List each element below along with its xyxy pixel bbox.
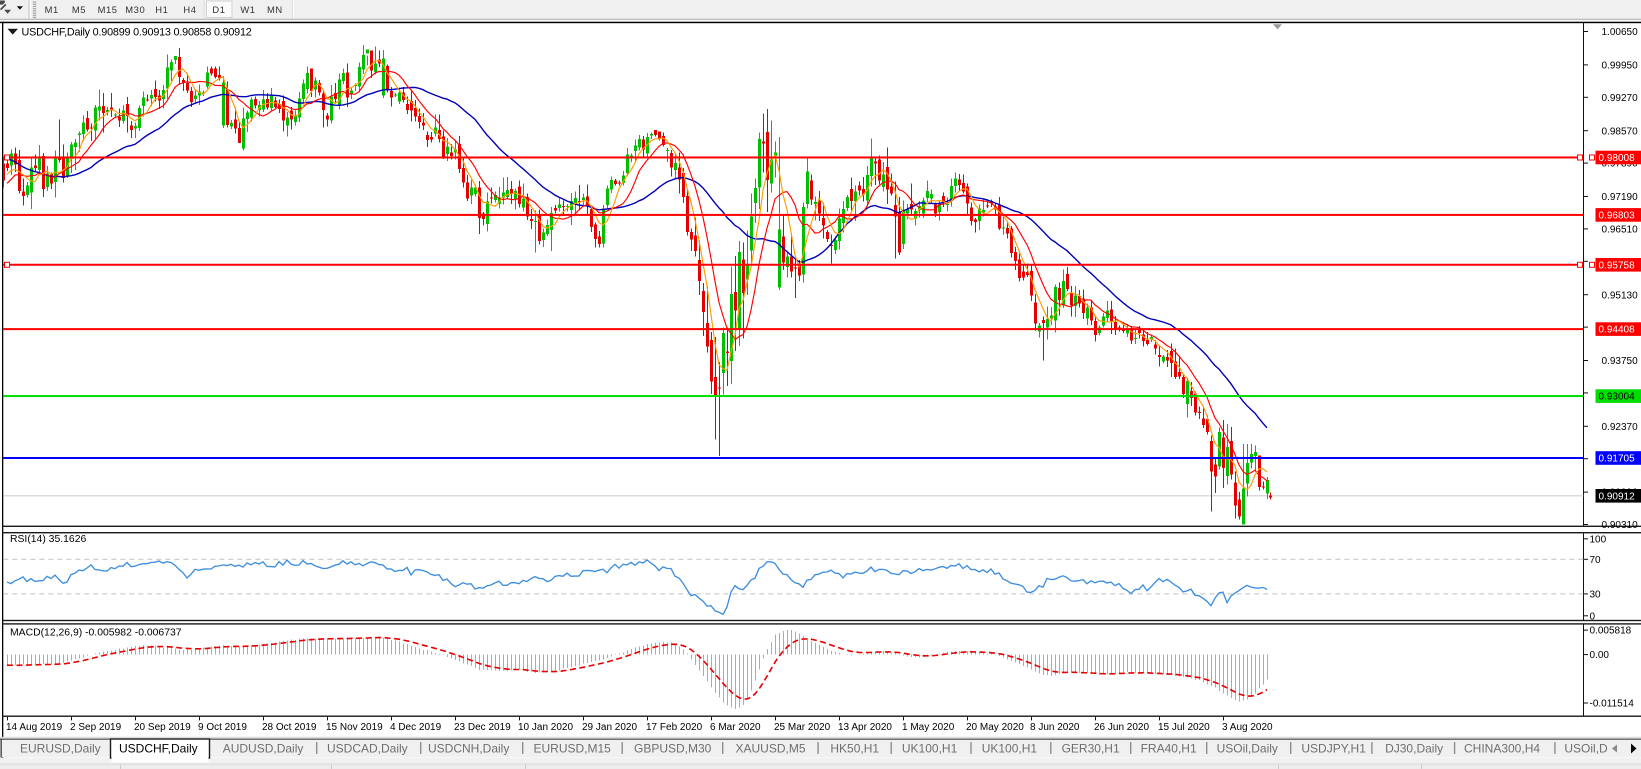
svg-text:26 Jun 2020: 26 Jun 2020 xyxy=(1094,722,1149,733)
svg-text:UK100,H1: UK100,H1 xyxy=(982,742,1038,756)
svg-text:17 Feb 2020: 17 Feb 2020 xyxy=(646,722,703,733)
svg-text:0.92370: 0.92370 xyxy=(1602,422,1639,433)
svg-text:20 Sep 2019: 20 Sep 2019 xyxy=(134,722,191,733)
svg-text:13 Apr 2020: 13 Apr 2020 xyxy=(838,722,892,733)
svg-text:M15: M15 xyxy=(98,4,118,15)
svg-text:RSI(14) 35.1626: RSI(14) 35.1626 xyxy=(10,534,86,545)
svg-text:3 Aug 2020: 3 Aug 2020 xyxy=(1222,722,1273,733)
svg-text:GBPUSD,M30: GBPUSD,M30 xyxy=(634,742,712,756)
svg-text:GER30,H1: GER30,H1 xyxy=(1062,742,1120,756)
svg-text:0.95758: 0.95758 xyxy=(1599,260,1636,271)
svg-text:USOil,Daily: USOil,Daily xyxy=(1217,742,1278,756)
svg-text:0.96803: 0.96803 xyxy=(1599,211,1636,222)
svg-text:0.005818: 0.005818 xyxy=(1590,626,1632,637)
svg-text:USDCNH,Daily: USDCNH,Daily xyxy=(428,742,509,756)
svg-text:0.94408: 0.94408 xyxy=(1599,325,1636,336)
svg-text:0: 0 xyxy=(1590,611,1596,622)
svg-text:25 Mar 2020: 25 Mar 2020 xyxy=(774,722,831,733)
svg-text:30: 30 xyxy=(1590,590,1602,601)
svg-text:8 Jun 2020: 8 Jun 2020 xyxy=(1030,722,1080,733)
svg-text:6 Mar 2020: 6 Mar 2020 xyxy=(710,722,761,733)
svg-text:FRA40,H1: FRA40,H1 xyxy=(1141,742,1197,756)
svg-text:0.98008: 0.98008 xyxy=(1599,153,1636,164)
svg-text:23 Dec 2019: 23 Dec 2019 xyxy=(454,722,511,733)
svg-text:CHINA300,H4: CHINA300,H4 xyxy=(1464,742,1540,756)
svg-text:2 Sep 2019: 2 Sep 2019 xyxy=(70,722,122,733)
svg-text:H1: H1 xyxy=(155,4,168,15)
svg-text:0.95130: 0.95130 xyxy=(1602,290,1639,301)
svg-text:H4: H4 xyxy=(183,4,196,15)
svg-text:M1: M1 xyxy=(45,4,59,15)
svg-text:0.90912: 0.90912 xyxy=(1599,491,1636,502)
svg-text:EURUSD,M15: EURUSD,M15 xyxy=(534,742,612,756)
svg-text:29 Jan 2020: 29 Jan 2020 xyxy=(582,722,637,733)
svg-text:0.93750: 0.93750 xyxy=(1602,356,1639,367)
svg-text:M30: M30 xyxy=(125,4,145,15)
svg-text:W1: W1 xyxy=(240,4,255,15)
svg-text:10 Jan 2020: 10 Jan 2020 xyxy=(518,722,573,733)
svg-text:9 Oct 2019: 9 Oct 2019 xyxy=(198,722,247,733)
svg-text:15 Jul 2020: 15 Jul 2020 xyxy=(1158,722,1210,733)
svg-text:0.97190: 0.97190 xyxy=(1602,192,1639,203)
svg-text:0.91705: 0.91705 xyxy=(1599,454,1636,465)
svg-text:USDCHF,Daily: USDCHF,Daily xyxy=(119,742,198,756)
svg-text:1.00650: 1.00650 xyxy=(1602,27,1639,38)
svg-text:EURUSD,Daily: EURUSD,Daily xyxy=(20,742,101,756)
svg-text:14 Aug 2019: 14 Aug 2019 xyxy=(6,722,63,733)
svg-text:DJ30,Daily: DJ30,Daily xyxy=(1385,742,1443,756)
svg-text:70: 70 xyxy=(1590,555,1602,566)
svg-text:XAUUSD,M5: XAUUSD,M5 xyxy=(736,742,806,756)
svg-text:USDCAD,Daily: USDCAD,Daily xyxy=(327,742,408,756)
svg-text:-0.011514: -0.011514 xyxy=(1590,699,1635,710)
svg-text:USOil,D: USOil,D xyxy=(1564,742,1608,756)
svg-text:4 Dec 2019: 4 Dec 2019 xyxy=(390,722,442,733)
svg-text:0.96510: 0.96510 xyxy=(1602,225,1639,236)
svg-text:USDJPY,H1: USDJPY,H1 xyxy=(1301,742,1366,756)
svg-text:28 Oct 2019: 28 Oct 2019 xyxy=(262,722,317,733)
svg-text:0.98570: 0.98570 xyxy=(1602,126,1639,137)
svg-text:1 May 2020: 1 May 2020 xyxy=(902,722,955,733)
svg-text:0.99270: 0.99270 xyxy=(1602,93,1639,104)
svg-text:MACD(12,26,9) -0.005982 -0.006: MACD(12,26,9) -0.005982 -0.006737 xyxy=(10,627,182,638)
svg-text:D1: D1 xyxy=(212,4,225,15)
svg-text:20 May 2020: 20 May 2020 xyxy=(966,722,1024,733)
svg-text:MN: MN xyxy=(267,4,283,15)
svg-text:M5: M5 xyxy=(72,4,86,15)
svg-text:0.93004: 0.93004 xyxy=(1599,392,1636,403)
svg-text:0.00: 0.00 xyxy=(1590,650,1610,661)
svg-text:0.99950: 0.99950 xyxy=(1602,61,1639,72)
svg-text:100: 100 xyxy=(1590,534,1607,545)
svg-text:HK50,H1: HK50,H1 xyxy=(830,742,879,756)
svg-text:UK100,H1: UK100,H1 xyxy=(902,742,958,756)
svg-text:USDCHF,Daily 0.90899 0.90913: USDCHF,Daily 0.90899 0.90913 0.90858 0.9… xyxy=(22,26,252,38)
svg-text:0.90310: 0.90310 xyxy=(1602,520,1639,531)
svg-text:15 Nov 2019: 15 Nov 2019 xyxy=(326,722,383,733)
svg-text:AUDUSD,Daily: AUDUSD,Daily xyxy=(223,742,304,756)
